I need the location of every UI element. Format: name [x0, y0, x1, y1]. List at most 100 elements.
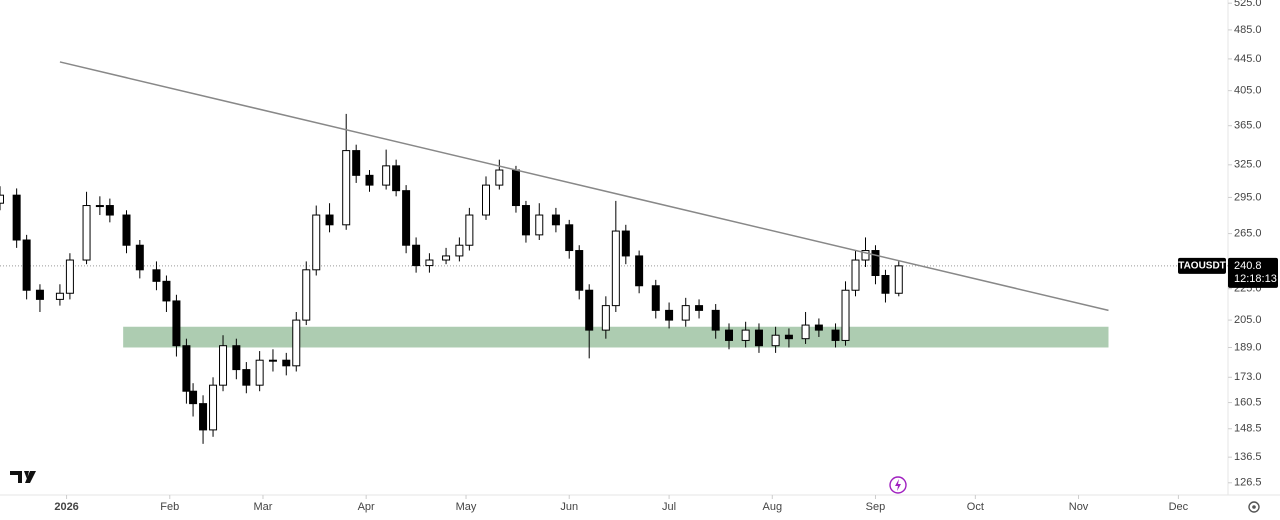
countdown-label: 12:18:13 — [1234, 273, 1277, 285]
candle-body — [831, 329, 840, 341]
symbol-tag — [1178, 257, 1226, 274]
y-tick-label: 189.0 — [1234, 341, 1262, 353]
candle-body — [611, 230, 620, 307]
candle-body — [268, 359, 277, 362]
price-tag — [1228, 257, 1278, 288]
candle-body — [122, 214, 131, 246]
candle-body — [22, 239, 31, 291]
candle-body — [535, 214, 544, 236]
candle-body — [392, 165, 401, 192]
trendline — [59, 61, 1109, 312]
candle-body — [12, 194, 21, 241]
y-tick-label: 445.0 — [1234, 53, 1262, 65]
candle-body — [495, 169, 504, 186]
settings-icon[interactable] — [1248, 501, 1260, 513]
candle-body — [292, 319, 301, 367]
symbol-label: TAOUSDT — [1178, 261, 1226, 272]
last-price-label: 240.8 — [1234, 260, 1262, 272]
candle-body — [105, 205, 114, 216]
candle-body — [65, 259, 74, 294]
candle-body — [82, 205, 91, 261]
y-tick-label: 126.5 — [1234, 477, 1262, 489]
x-tick-label: Nov — [1069, 501, 1089, 513]
candle-body — [635, 255, 644, 287]
y-tick-label: 365.0 — [1234, 120, 1262, 132]
candle-body — [521, 205, 530, 236]
candle-body — [725, 329, 734, 341]
candle-body — [232, 345, 241, 371]
y-tick-label: 148.5 — [1234, 423, 1262, 435]
x-tick-label: Oct — [967, 501, 984, 513]
candle-body — [199, 403, 208, 431]
y-tick-label: 405.0 — [1234, 85, 1262, 97]
candle-body — [851, 259, 860, 291]
candle-body — [665, 309, 674, 321]
candle-body — [801, 324, 810, 340]
candle-body — [575, 250, 584, 291]
x-tick-label: 2026 — [54, 501, 78, 513]
candle-body — [651, 285, 660, 311]
candle-body — [312, 214, 321, 271]
candle-body — [894, 265, 903, 294]
candle-body — [442, 255, 451, 261]
candle-body — [861, 250, 870, 261]
x-tick-label: Aug — [762, 501, 782, 513]
candle-body — [551, 214, 560, 226]
candle-body — [425, 259, 434, 267]
candle-body — [681, 305, 690, 321]
x-tick-label: Jun — [560, 501, 578, 513]
y-tick-label: 265.0 — [1234, 227, 1262, 239]
candle-body — [135, 244, 144, 271]
candle-body — [352, 150, 361, 176]
tv-logo — [10, 471, 36, 483]
candle-body — [771, 334, 780, 347]
candle-body — [754, 329, 763, 347]
y-tick-label: 136.5 — [1234, 451, 1262, 463]
y-tick-label: 325.0 — [1234, 159, 1262, 171]
y-tick-label: 295.0 — [1234, 191, 1262, 203]
candle-body — [219, 345, 228, 386]
candle-body — [871, 250, 880, 277]
candle-body — [0, 194, 4, 204]
y-tick-label: 205.0 — [1234, 314, 1262, 326]
candle-body — [95, 205, 104, 208]
candle-body — [325, 214, 334, 226]
candle-body — [402, 190, 411, 246]
candle-body — [784, 334, 793, 340]
candle-body — [565, 224, 574, 252]
candle-body — [621, 230, 630, 257]
candle-body — [182, 345, 191, 392]
y-tick-label: 525.0 — [1234, 0, 1262, 9]
candle-body — [55, 292, 64, 300]
lightning-icon[interactable] — [889, 476, 907, 494]
y-tick-label: 160.5 — [1234, 396, 1262, 408]
candle-body — [35, 289, 44, 300]
candle-body — [601, 305, 610, 331]
y-tick-label: 485.0 — [1234, 24, 1262, 36]
candle-body — [162, 280, 171, 302]
candle-body — [365, 174, 374, 186]
candle-body — [189, 390, 198, 405]
candle-body — [482, 184, 491, 216]
x-tick-label: Jul — [662, 501, 676, 513]
candle-body — [511, 169, 520, 207]
support-zone — [123, 326, 1109, 348]
candle-body — [695, 305, 704, 311]
x-tick-label: May — [456, 501, 477, 513]
candle-body — [814, 324, 823, 331]
candle-body — [455, 244, 464, 257]
candle-body — [152, 269, 161, 282]
candle-body — [741, 329, 750, 341]
x-tick-label: Dec — [1169, 501, 1189, 513]
x-tick-label: Mar — [253, 501, 272, 513]
candle-body — [412, 244, 421, 267]
candle-body — [382, 165, 391, 186]
candle-body — [585, 289, 594, 331]
y-tick-label: 173.0 — [1234, 371, 1262, 383]
candle-body — [302, 269, 311, 321]
candle-body — [209, 384, 218, 431]
candle-body — [282, 359, 291, 367]
candle-body — [881, 275, 890, 294]
